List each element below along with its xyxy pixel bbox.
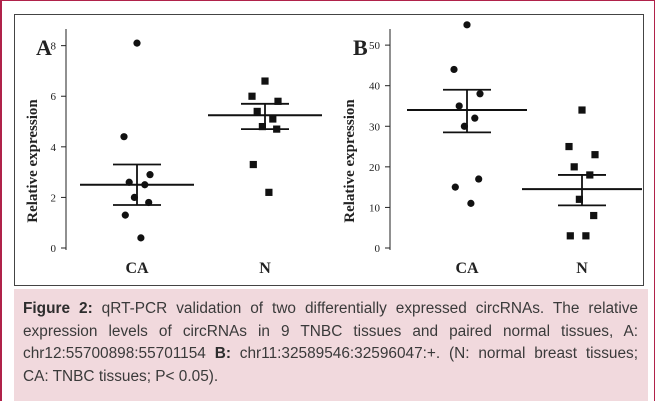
caption-text-2: chr11:32589546:32596047:+. (N: normal br… — [23, 345, 639, 385]
data-point — [261, 77, 269, 85]
caption-text-1: qRT-PCR validation of two differentially… — [23, 300, 638, 362]
data-point — [274, 97, 282, 105]
data-point — [146, 171, 154, 179]
data-point — [591, 151, 599, 159]
y-tick-label: 30 — [369, 121, 381, 133]
data-point — [467, 199, 475, 207]
panel-a-label: A — [36, 35, 52, 60]
data-point — [145, 198, 153, 207]
data-point — [130, 193, 138, 202]
y-tick-label: 2 — [51, 192, 57, 204]
data-point — [248, 92, 256, 100]
data-point — [455, 102, 463, 110]
panel-a-x-label-ca: CA — [125, 260, 149, 277]
y-tick-label: 40 — [369, 81, 381, 93]
data-point — [476, 90, 484, 98]
y-tick-label: 0 — [51, 243, 57, 255]
caption-label-b: B: — [214, 345, 231, 362]
data-point — [565, 142, 573, 151]
data-point — [133, 39, 141, 47]
panel-a-y-axis-label: Relative expression — [25, 99, 41, 223]
data-point — [265, 188, 273, 196]
panel-a-marks — [80, 39, 322, 242]
data-point — [460, 122, 468, 130]
data-point — [451, 183, 459, 191]
y-tick-label: 6 — [51, 91, 57, 103]
data-point — [570, 163, 578, 171]
figure-caption: Figure 2: qRT-PCR validation of two diff… — [14, 289, 648, 401]
panel-a-x-label-n: N — [259, 260, 271, 277]
data-point — [141, 181, 149, 189]
data-point — [137, 234, 145, 242]
data-point — [273, 125, 281, 133]
data-point — [582, 232, 590, 240]
panel-b-marks — [407, 21, 642, 240]
data-point — [121, 211, 129, 219]
panel-b-y-axis-label: Relative expression — [342, 99, 358, 223]
data-point — [590, 211, 598, 220]
y-tick-label: 4 — [51, 142, 57, 154]
panel-b-y-ticks: 0 10 20 30 40 50 — [369, 40, 390, 255]
panel-b: B 0 10 20 30 40 50 Relative expression CA N — [342, 21, 642, 277]
y-tick-label: 0 — [375, 243, 381, 255]
data-point — [258, 122, 266, 131]
data-point — [463, 21, 471, 29]
panel-b-label: B — [353, 35, 368, 60]
figure-2-charts: A 0 2 4 6 8 Relative expression CA N B 0 10 20… — [25, 21, 642, 277]
data-point — [125, 178, 133, 186]
panel-a-y-ticks: 0 2 4 6 8 — [51, 41, 66, 255]
data-point — [269, 115, 277, 123]
panel-b-x-label-ca: CA — [455, 260, 479, 277]
panel-b-x-label-n: N — [576, 260, 588, 277]
data-point — [566, 232, 574, 240]
data-point — [450, 65, 458, 74]
caption-label: Figure 2: — [23, 300, 93, 317]
y-tick-label: 8 — [51, 41, 57, 53]
plot-area: A 0 2 4 6 8 Relative expression CA N B 0 10 20… — [14, 14, 644, 286]
y-tick-label: 10 — [369, 202, 381, 214]
data-point — [253, 107, 261, 116]
data-point — [586, 171, 594, 179]
y-tick-label: 50 — [369, 40, 381, 52]
data-point — [120, 133, 128, 141]
data-point — [575, 195, 583, 203]
y-tick-label: 20 — [369, 162, 381, 174]
data-point — [249, 160, 257, 169]
panel-a: A 0 2 4 6 8 Relative expression CA N — [25, 29, 322, 277]
data-point — [578, 106, 586, 114]
data-point — [475, 175, 483, 183]
data-point — [471, 114, 479, 122]
